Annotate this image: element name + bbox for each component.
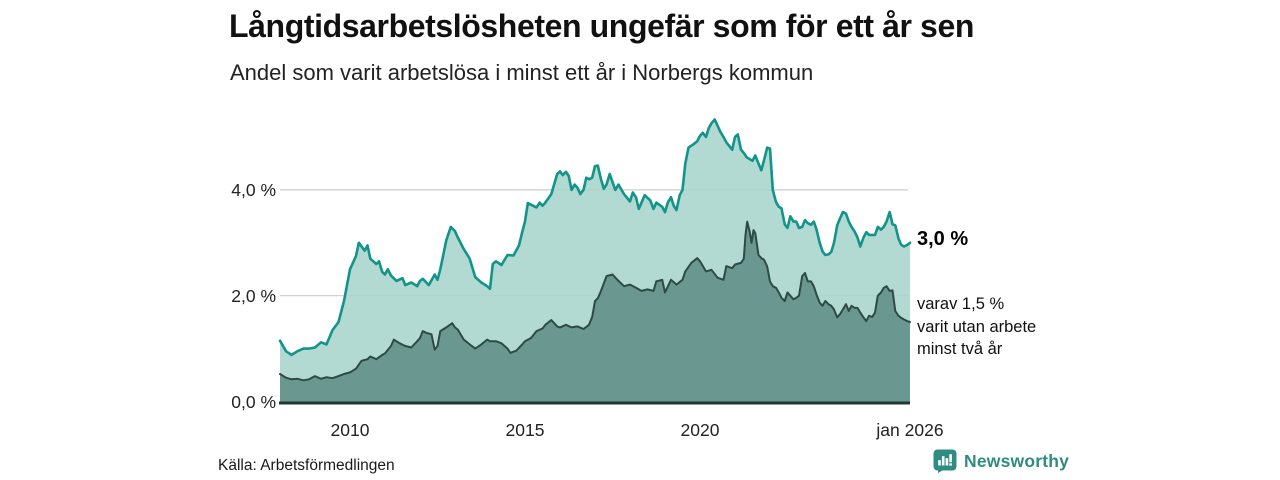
series-secondary-end-label: varav 1,5 % varit utan arbete minst två … <box>917 293 1036 361</box>
newsworthy-logo-icon <box>933 449 957 473</box>
series-total-end-label: 3,0 % <box>917 228 969 250</box>
logo-bar-medium <box>945 458 949 466</box>
secondary-label-line-2: varit utan arbete <box>917 317 1037 336</box>
x-tick-jan-2026: jan 2026 <box>876 420 944 440</box>
logo-bar-tall <box>941 456 945 466</box>
y-tick-0: 0,0 % <box>231 392 276 412</box>
logo-bar-small <box>938 460 941 466</box>
page-title: Långtidsarbetslösheten ungefär som för e… <box>229 8 974 44</box>
y-tick-4: 4,0 % <box>231 180 276 200</box>
y-tick-2: 2,0 % <box>231 286 276 306</box>
logo-exclamation-stem <box>949 454 952 463</box>
x-tick-2010: 2010 <box>330 420 370 440</box>
x-tick-2020: 2020 <box>680 420 720 440</box>
newsworthy-brand: Newsworthy <box>933 449 1069 473</box>
x-tick-2015: 2015 <box>505 420 545 440</box>
secondary-label-line-1: varav 1,5 % <box>917 295 1005 313</box>
chart-subtitle: Andel som varit arbetslösa i minst ett å… <box>230 60 814 85</box>
source-note: Källa: Arbetsförmedlingen <box>218 457 395 474</box>
newsworthy-logo-text: Newsworthy <box>964 450 1070 471</box>
logo-exclamation-dot <box>949 463 952 466</box>
secondary-label-line-3: minst två år <box>917 340 1003 358</box>
